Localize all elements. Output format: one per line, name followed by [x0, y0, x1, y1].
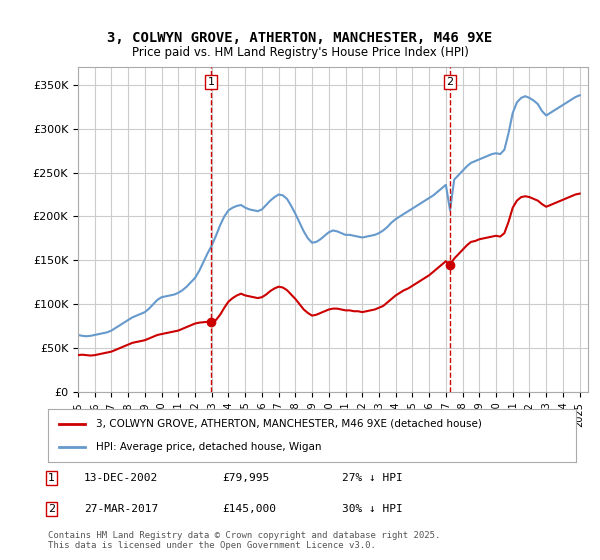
Text: 30% ↓ HPI: 30% ↓ HPI [342, 504, 403, 514]
Text: 2: 2 [446, 77, 454, 87]
Text: 2: 2 [48, 504, 55, 514]
Text: HPI: Average price, detached house, Wigan: HPI: Average price, detached house, Wiga… [95, 442, 321, 452]
Text: Contains HM Land Registry data © Crown copyright and database right 2025.
This d: Contains HM Land Registry data © Crown c… [48, 530, 440, 550]
Text: 1: 1 [48, 473, 55, 483]
Text: 3, COLWYN GROVE, ATHERTON, MANCHESTER, M46 9XE (detached house): 3, COLWYN GROVE, ATHERTON, MANCHESTER, M… [95, 419, 481, 429]
Text: £79,995: £79,995 [222, 473, 269, 483]
Text: 13-DEC-2002: 13-DEC-2002 [84, 473, 158, 483]
Text: 1: 1 [208, 77, 215, 87]
Text: Price paid vs. HM Land Registry's House Price Index (HPI): Price paid vs. HM Land Registry's House … [131, 46, 469, 59]
Text: 3, COLWYN GROVE, ATHERTON, MANCHESTER, M46 9XE: 3, COLWYN GROVE, ATHERTON, MANCHESTER, M… [107, 31, 493, 45]
Text: £145,000: £145,000 [222, 504, 276, 514]
Text: 27-MAR-2017: 27-MAR-2017 [84, 504, 158, 514]
Text: 27% ↓ HPI: 27% ↓ HPI [342, 473, 403, 483]
